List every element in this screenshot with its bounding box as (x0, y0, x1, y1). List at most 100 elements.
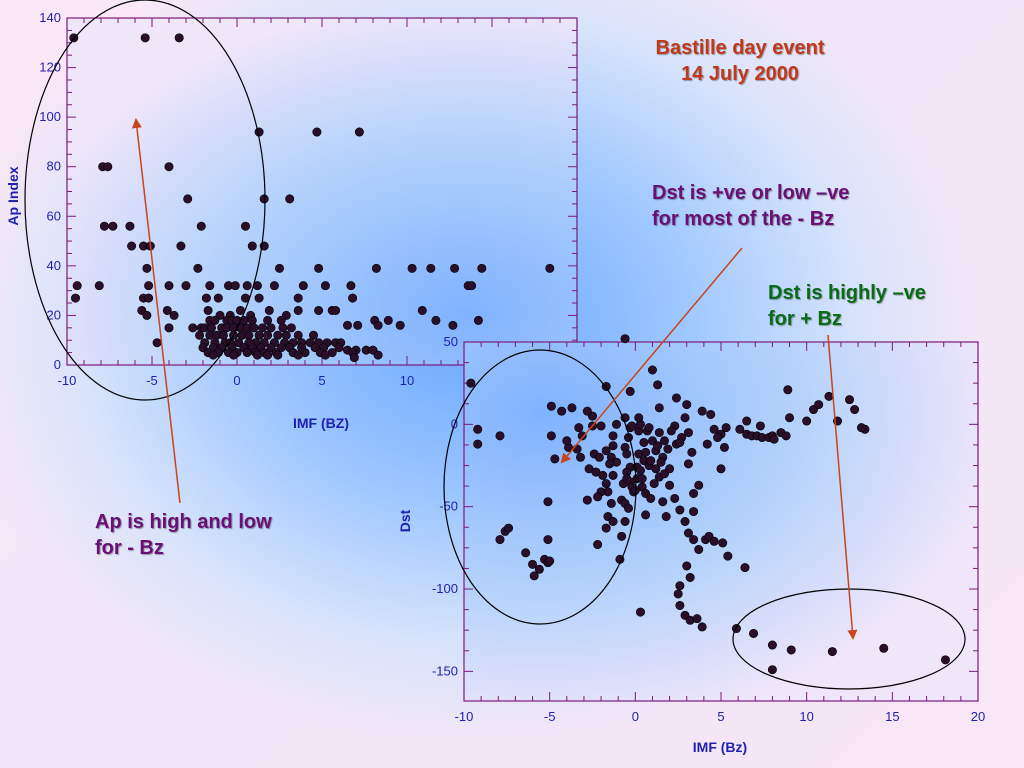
dst-data-point (576, 452, 586, 462)
dst-data-point (572, 444, 582, 454)
dst-y-tick-label: -100 (432, 581, 458, 596)
dst-data-point (557, 406, 567, 416)
dst-data-point (546, 401, 556, 411)
ap-data-point (230, 281, 240, 291)
ap-data-point (477, 263, 487, 273)
annotation-dst-minus-bz-line1: Dst is +ve or low –ve (652, 182, 850, 204)
ap-y-tick-label: 0 (54, 357, 61, 372)
dst-data-point (656, 457, 666, 467)
dst-data-point (521, 548, 531, 558)
ap-data-point (247, 241, 257, 251)
ap-data-point (331, 305, 341, 315)
dst-data-point (786, 645, 796, 655)
annotation-dst-minus-bz-line2: for most of the - Bz (652, 208, 835, 230)
dst-data-point (601, 523, 611, 533)
dst-data-point (689, 535, 699, 545)
ap-data-point (274, 263, 284, 273)
ap-data-point (242, 281, 252, 291)
ap-data-point (263, 330, 273, 340)
dst-data-point (785, 413, 795, 423)
dst-y-tick-label: -150 (432, 663, 458, 678)
ap-x-tick-label: 0 (233, 373, 240, 388)
ap-data-point (144, 293, 154, 303)
dst-data-point (594, 452, 604, 462)
title-line-1: Bastille day event (655, 37, 825, 59)
ap-data-point (193, 263, 203, 273)
dst-data-point (625, 386, 635, 396)
dst-x-tick-label: -5 (544, 709, 556, 724)
dst-data-point (635, 607, 645, 617)
ap-data-point (152, 338, 162, 348)
dst-data-point (606, 498, 616, 508)
dst-data-point (528, 559, 538, 569)
ap-data-point (196, 221, 206, 231)
dst-data-point (466, 378, 476, 388)
ap-data-point (417, 305, 427, 315)
dst-data-point (783, 385, 793, 395)
dst-data-point (769, 434, 779, 444)
ap-data-point (426, 263, 436, 273)
ap-data-point (269, 281, 279, 291)
ap-data-point (373, 320, 383, 330)
ap-data-point (169, 310, 179, 320)
dst-data-point (634, 413, 644, 423)
dst-data-point (627, 421, 637, 431)
ap-x-tick-label: 5 (318, 373, 325, 388)
ap-data-point (450, 263, 460, 273)
dst-data-point (666, 426, 676, 436)
ap-data-point (249, 323, 259, 333)
dst-data-point (781, 431, 791, 441)
dst-data-point (706, 409, 716, 419)
ap-data-point (259, 194, 269, 204)
ap-data-point (346, 281, 356, 291)
ap-plot-background (67, 18, 577, 365)
ap-y-axis-label: Ap Index (5, 166, 21, 225)
dst-data-point (767, 665, 777, 675)
dst-data-point (856, 423, 866, 433)
ap-data-point (164, 323, 174, 333)
ap-x-tick-label: -5 (146, 373, 158, 388)
dst-data-point (534, 564, 544, 574)
ap-data-point (99, 221, 109, 231)
ap-data-point (218, 330, 228, 340)
ap-data-point (257, 323, 267, 333)
dst-data-point (495, 431, 505, 441)
dst-data-point (654, 403, 664, 413)
dst-data-point (608, 516, 618, 526)
ap-data-point (349, 353, 359, 363)
ap-data-point (293, 350, 303, 360)
ap-data-point (140, 33, 150, 43)
ap-y-tick-label: 20 (47, 307, 61, 322)
dst-data-point (545, 556, 555, 566)
dst-data-point (646, 456, 656, 466)
ap-data-point (242, 348, 252, 358)
dst-data-point (721, 423, 731, 433)
dst-y-tick-label: -50 (439, 499, 458, 514)
dst-data-point (675, 600, 685, 610)
ap-x-axis-label: IMF (BZ) (293, 415, 349, 431)
dst-data-point (567, 403, 577, 413)
dst-data-point (685, 572, 695, 582)
ap-data-point (142, 263, 152, 273)
ap-data-point (183, 194, 193, 204)
ap-data-point (71, 293, 81, 303)
ap-data-point (203, 305, 213, 315)
dst-data-point (742, 416, 752, 426)
dst-data-point (601, 479, 611, 489)
ap-data-point (72, 281, 82, 291)
dst-data-point (608, 470, 618, 480)
dst-data-point (593, 492, 603, 502)
dst-data-point (702, 439, 712, 449)
dst-data-point (680, 413, 690, 423)
ap-data-point (205, 281, 215, 291)
ap-data-point (273, 350, 283, 360)
dst-data-point (543, 535, 553, 545)
dst-data-point (605, 459, 615, 469)
ap-data-point (181, 281, 191, 291)
dst-y-tick-label: 50 (444, 334, 458, 349)
dst-y-axis-label: Dst (397, 509, 413, 532)
dst-data-point (617, 531, 627, 541)
ap-data-point (285, 194, 295, 204)
annotation-dst-plus-bz-line2: for + Bz (768, 308, 842, 330)
ap-y-tick-label: 60 (47, 208, 61, 223)
